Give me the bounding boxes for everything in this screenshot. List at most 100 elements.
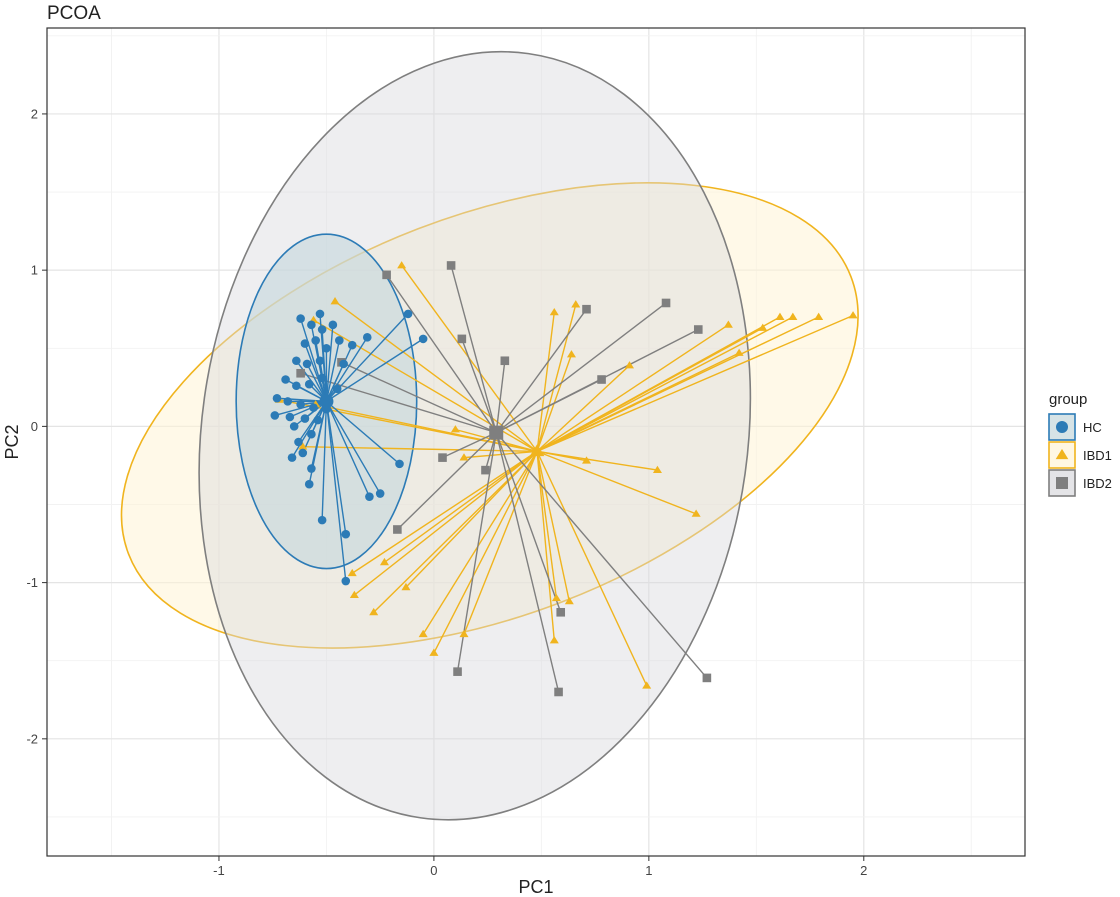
point-hc [298,448,308,458]
segment-ibd1 [405,450,538,588]
legend-label-ibd1: IBD1 [1083,448,1112,463]
y-tick-label: 1 [31,263,38,278]
point-ibd1 [347,568,357,577]
segment-ibd1 [536,451,648,687]
point-hc [341,576,351,586]
point-ibd2 [556,607,566,617]
segment-ibd1 [463,451,538,635]
point-ibd1 [397,261,407,269]
point-hc [317,325,327,334]
centroid-ibd2 [489,425,504,440]
point-ibd1 [549,636,559,644]
point-hc [339,359,348,369]
point-ibd2 [481,465,490,475]
point-ibd2 [693,325,703,334]
segment-hc [325,336,368,402]
point-ibd1 [330,297,340,305]
point-ibd2 [702,673,712,683]
segment-ibd2 [386,274,497,434]
point-hc [328,320,338,330]
point-ibd1 [775,312,785,320]
point-hc [309,403,318,412]
y-tick-label: -1 [26,575,38,590]
segment-ibd1 [536,450,697,515]
point-ibd1 [723,320,733,328]
segment-ibd1 [536,352,740,453]
point-ibd2 [597,375,606,384]
point-ibd1 [459,453,469,461]
centroid-ibd1 [529,444,545,457]
point-hc [272,393,282,403]
point-ibd1 [429,648,439,656]
point-ibd1 [734,348,744,356]
point-hc [300,414,310,423]
point-hc [317,515,327,525]
point-hc [307,464,316,473]
point-ibd1 [848,311,858,319]
point-hc [315,356,325,366]
segment-ibd1 [433,451,538,654]
point-hc [307,320,316,330]
segment-ibd2 [495,432,560,693]
segment-ibd2 [442,431,497,459]
centroid-hc [319,394,334,409]
point-ibd2 [453,667,462,676]
point-ibd1 [551,593,561,602]
point-hc [365,492,374,501]
segment-ibd2 [495,432,562,613]
point-ibd1 [418,629,428,638]
point-hc [302,359,312,369]
segment-hc [325,324,334,402]
point-hc [335,336,344,345]
panel-border [46,27,1026,857]
legend: group HC IBD1 IBD2 [1048,391,1112,497]
segment-ibd2 [341,361,497,434]
x-tick-label: -1 [213,863,225,878]
point-hc [281,375,290,384]
point-hc [285,412,295,422]
point-hc [403,309,413,319]
point-ibd1 [571,300,581,308]
point-hc [347,340,357,350]
point-hc [362,333,372,342]
point-ibd2 [382,270,391,280]
segment-ibd2 [495,378,602,434]
point-hc [304,379,314,389]
x-tick-label: 2 [860,863,867,878]
segment-hc [325,400,400,465]
segment-hc [325,401,347,535]
segment-ibd1 [536,312,555,452]
point-hc [283,397,293,406]
segment-ibd1 [463,450,538,459]
point-ibd1 [298,442,308,450]
point-ibd1 [642,681,652,689]
point-hc [395,459,404,469]
point-ibd1 [379,557,389,566]
chart-title: PCOA [47,3,101,24]
point-hc [322,343,331,353]
point-hc [311,336,320,345]
point-hc [313,415,323,425]
segment-ibd1 [536,451,558,599]
segment-ibd2 [396,432,497,530]
segment-hc [299,318,328,402]
segment-ibd1 [455,428,538,453]
point-hc [315,309,325,319]
segment-ibd1 [536,451,571,602]
y-tick-label: -2 [26,731,38,746]
point-hc [287,453,297,462]
segment-ibd1 [373,450,538,613]
point-ibd1 [369,607,379,616]
segment-hc [306,363,328,402]
segment-ibd1 [536,324,729,452]
segment-ibd1 [536,316,781,452]
legend-label-hc: HC [1083,420,1102,435]
point-hc [296,400,305,409]
point-ibd2 [296,368,305,378]
legend-marker-ibd2 [1056,477,1068,489]
segment-ibd2 [450,265,497,433]
point-ibd1 [652,465,662,474]
point-ibd2 [554,687,563,697]
segment-hc [304,343,328,402]
point-ibd1 [581,456,592,464]
